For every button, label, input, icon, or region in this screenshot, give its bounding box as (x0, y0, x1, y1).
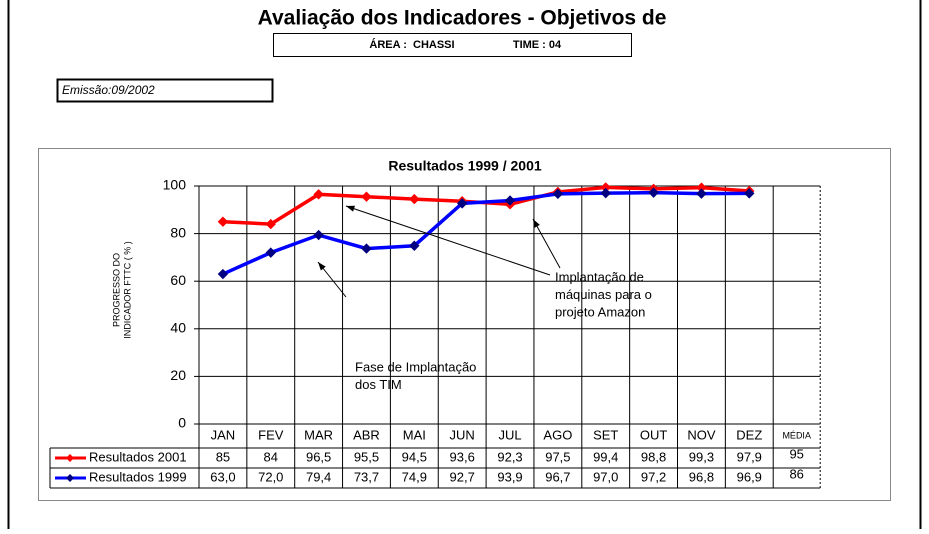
table-value: 84 (264, 449, 278, 464)
arrow (532, 218, 561, 269)
marker (600, 187, 611, 199)
x-tick-label: NOV (687, 427, 716, 442)
legend-label: Resultados 2001 (89, 449, 187, 464)
arrow-head (318, 262, 326, 271)
marker (361, 191, 372, 202)
chart-title: Resultados 1999 / 2001 (388, 158, 542, 174)
table-value: 93,9 (497, 469, 522, 484)
table-value: 97,0 (593, 469, 618, 484)
x-tick-label: JAN (211, 427, 236, 442)
arrow-head (533, 219, 540, 228)
annotation: máquinas para o (555, 287, 652, 302)
table-value: 92,3 (497, 449, 522, 464)
marker (217, 216, 229, 227)
table-value: 96,7 (545, 469, 570, 484)
marker (456, 198, 468, 209)
chart: Resultados 1999 / 2001 PROGRESSO DO INDICA… (49, 158, 821, 489)
marker (696, 188, 707, 199)
annotation: dos TIM (355, 377, 402, 392)
x-tick-label: MAR (304, 427, 333, 442)
table-value: 79,4 (306, 469, 331, 484)
marker (313, 189, 324, 200)
table-value: 63,0 (210, 469, 235, 484)
marker (313, 229, 324, 241)
table-value: 95,5 (354, 449, 379, 464)
average-value: 86 (789, 466, 803, 481)
table-value: 97,2 (641, 469, 666, 484)
x-tick-label: JUN (450, 427, 475, 442)
table-value: 99,4 (593, 449, 618, 464)
marker (265, 247, 276, 258)
marker (504, 195, 516, 206)
table-value: 73,7 (354, 469, 379, 484)
marker (217, 268, 229, 280)
x-tick-label: AGO (543, 427, 572, 442)
marker (409, 240, 420, 251)
team-label: TIME : 04 (513, 39, 562, 51)
marker (361, 243, 372, 254)
x-tick-label: ABR (353, 427, 380, 442)
marker (265, 218, 276, 230)
x-tick-label: JUL (498, 427, 521, 442)
annotation: Implantação de (555, 269, 644, 284)
arrow (345, 205, 551, 276)
series-line (222, 190, 750, 276)
x-tick-label: OUT (640, 427, 668, 442)
y-tick-label: 0 (178, 415, 186, 431)
y-tick-label: 100 (163, 177, 187, 193)
table-value: 96,5 (306, 449, 331, 464)
table-value: 85 (216, 449, 230, 464)
marker (552, 188, 564, 200)
arrow-head (346, 205, 355, 212)
y-tick-label: 20 (170, 367, 186, 383)
table-value: 98,8 (641, 449, 666, 464)
area-box (273, 33, 632, 57)
annotation: projeto Amazon (555, 304, 645, 319)
table-value: 72,0 (258, 469, 283, 484)
emission: Emissão:09/2002 (62, 83, 155, 97)
table-value: 97,5 (545, 449, 570, 464)
y-tick-label: 80 (170, 224, 186, 240)
average-header: MÉDIA (782, 430, 811, 440)
page-title: Avaliação dos Indicadores - Objetivos de (258, 7, 667, 30)
legend-marker (66, 454, 74, 462)
legend-label: Resultados 1999 (89, 469, 187, 484)
x-tick-label: DEZ (736, 427, 762, 442)
area-label: ÁREA : CHASSI (369, 38, 454, 51)
marker (648, 187, 659, 198)
y-axis-label: PROGRESSO DO (111, 253, 121, 327)
y-tick-label: 60 (170, 272, 186, 288)
table-value: 93,6 (450, 449, 475, 464)
table-value: 94,5 (402, 449, 427, 464)
legend-marker (66, 474, 74, 482)
annotation: Fase de Implantação (355, 359, 476, 374)
marker (744, 188, 755, 199)
y-axis-label: INDICADOR FTTC ( % ) (122, 241, 132, 339)
table-value: 99,3 (689, 449, 714, 464)
table-value: 74,9 (402, 469, 427, 484)
chart-frame (38, 148, 891, 501)
average-value: 95 (789, 446, 803, 461)
table-value: 96,8 (689, 469, 714, 484)
marker (409, 193, 420, 205)
x-tick-label: SET (593, 427, 618, 442)
table-value: 97,9 (737, 449, 762, 464)
table-value: 96,9 (737, 469, 762, 484)
emission-box (56, 78, 274, 103)
y-tick-label: 40 (170, 320, 186, 336)
x-tick-label: FEV (258, 427, 284, 442)
x-tick-label: MAI (403, 427, 426, 442)
table-value: 92,7 (450, 469, 475, 484)
